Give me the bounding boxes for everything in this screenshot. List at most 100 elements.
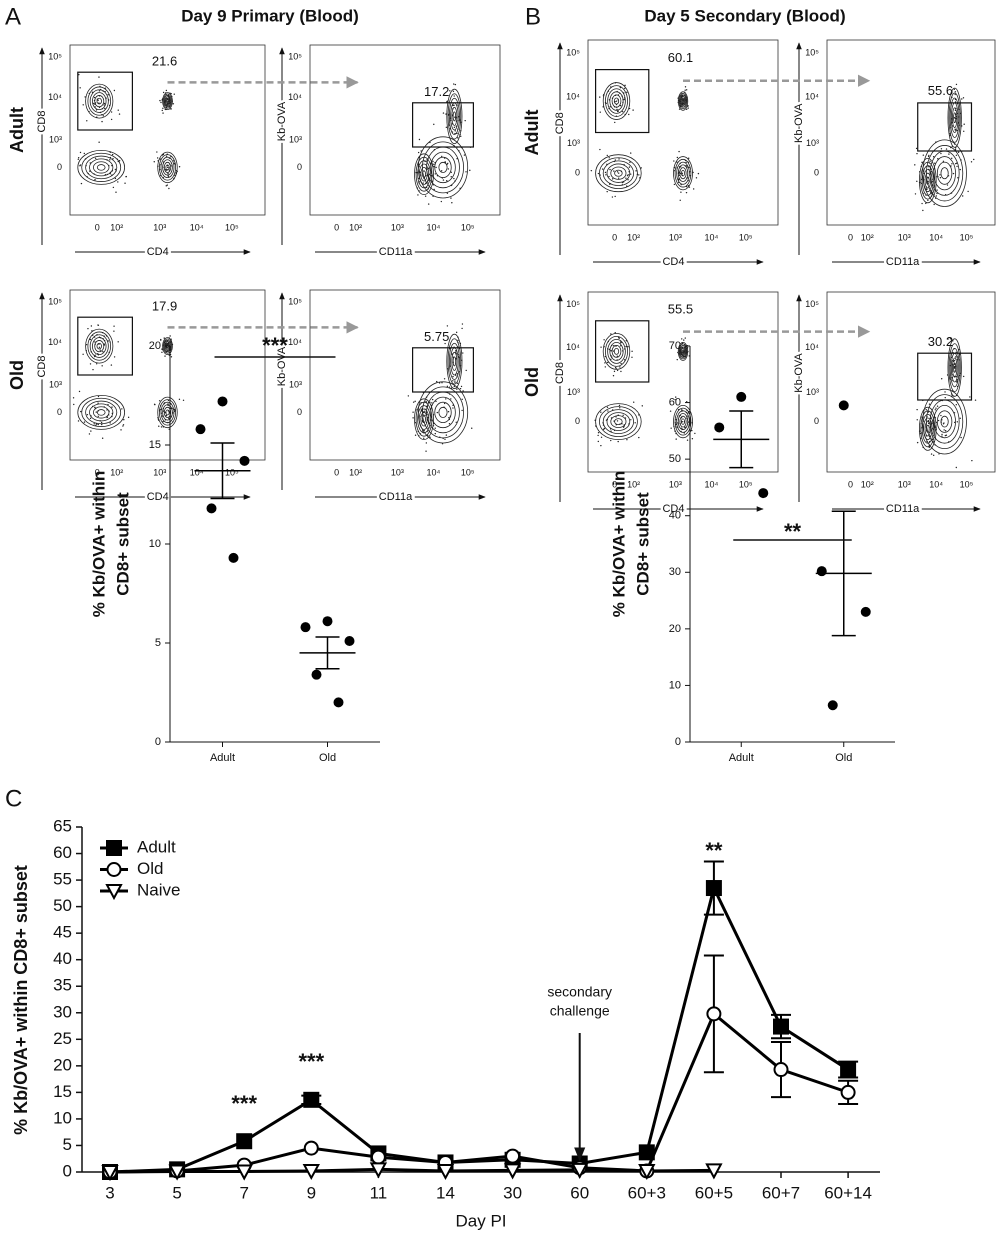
contour — [680, 346, 686, 357]
marker — [369, 1162, 388, 1179]
flow-plot: 60.1 10⁵ 10⁴ 10³ 0 0 10² 10³ 10⁴ 10⁵ CD8 CD4 — [551, 39, 779, 270]
event-dot — [942, 423, 945, 425]
event-dot — [608, 175, 610, 178]
event-dot — [597, 440, 600, 443]
y-tick-label: 35 — [53, 976, 72, 995]
event-dot — [597, 434, 599, 437]
event-dot — [618, 404, 621, 407]
event-dot — [166, 184, 168, 186]
flow-plot: 17.2 10⁵ 10⁴ 10³ 0 0 10² 10³ 10⁴ 10⁵ Kb-OVA CD11a — [273, 44, 501, 260]
event-dot — [955, 154, 958, 156]
gate-value: 55.6 — [928, 83, 953, 98]
contour — [948, 343, 961, 393]
contour — [164, 96, 171, 106]
y-tick-label: 10³ — [806, 387, 819, 397]
x-tick-label: 0 — [95, 222, 100, 232]
y-tick-label: 5 — [155, 637, 161, 649]
panel-title: Day 5 Secondary (Blood) — [644, 6, 845, 25]
event-dot — [452, 90, 455, 93]
x-axis-label: CD11a — [886, 503, 920, 515]
x-tick-label: 10⁴ — [705, 479, 719, 489]
event-dot — [624, 87, 626, 90]
event-dot — [914, 193, 917, 195]
event-dot — [692, 188, 695, 190]
event-dot — [602, 428, 605, 431]
event-dot — [620, 370, 622, 373]
contour — [920, 410, 936, 448]
x-tick-label: 10⁵ — [960, 479, 974, 489]
event-dot — [165, 155, 168, 157]
event-dot — [425, 400, 427, 403]
event-dot — [951, 157, 953, 160]
contour — [94, 340, 105, 353]
contour — [611, 94, 622, 108]
event-dot — [685, 165, 688, 167]
event-dot — [454, 116, 456, 118]
y-tick-label: 10⁵ — [288, 296, 302, 306]
event-dot — [435, 400, 437, 403]
y-tick-label: 10³ — [567, 138, 580, 148]
event-dot — [425, 450, 427, 452]
event-dot — [94, 354, 96, 356]
flow-plot: 55.5 10⁵ 10⁴ 10³ 0 0 10² 10³ 10⁴ 10⁵ CD8 CD4 — [551, 291, 779, 517]
plot-frame — [69, 289, 266, 461]
gate — [412, 102, 475, 148]
event-dot — [114, 168, 117, 171]
event-dot — [691, 438, 694, 440]
event-dot — [454, 380, 456, 382]
event-dot — [438, 382, 441, 384]
contour — [452, 111, 457, 122]
y-tick-label: 0 — [63, 1161, 72, 1180]
event-dot — [954, 367, 956, 369]
event-dot — [433, 165, 435, 168]
event-dot — [445, 113, 447, 115]
event-dot — [604, 366, 607, 368]
y-tick-label: 0 — [675, 736, 681, 748]
contour — [160, 156, 175, 178]
gate-value: 55.5 — [668, 301, 693, 316]
event-dot — [962, 195, 964, 197]
y-tick-label: 60 — [669, 396, 681, 408]
event-dot — [684, 89, 686, 91]
event-dot — [85, 343, 88, 346]
event-dot — [407, 395, 410, 397]
contour — [451, 351, 458, 371]
contour — [87, 331, 112, 361]
contour — [680, 96, 686, 107]
event-dot — [447, 411, 450, 413]
event-dot — [167, 172, 169, 175]
event-dot — [89, 363, 92, 365]
y-tick-label: 10³ — [289, 380, 302, 390]
contour — [936, 410, 953, 433]
event-dot — [79, 164, 82, 166]
event-dot — [681, 338, 683, 340]
event-dot — [614, 366, 617, 369]
event-dot — [937, 175, 939, 178]
contour — [157, 151, 178, 184]
event-dot — [93, 423, 95, 425]
event-dot — [162, 107, 164, 110]
event-dot — [92, 102, 95, 105]
contour — [438, 161, 448, 173]
contour — [447, 338, 462, 385]
y-axis-label: CD8 — [36, 355, 48, 377]
marker — [705, 880, 722, 897]
gate — [917, 352, 973, 401]
marker — [773, 1062, 789, 1078]
event-dot — [625, 177, 627, 179]
contour — [606, 412, 631, 432]
plot-frame — [69, 44, 266, 216]
x-tick-label: 10² — [861, 232, 874, 242]
event-dot — [77, 156, 80, 159]
event-dot — [631, 356, 633, 359]
contour — [165, 97, 170, 105]
event-dot — [629, 173, 632, 175]
contour — [602, 332, 631, 370]
contour — [921, 413, 934, 444]
contour — [925, 176, 930, 185]
plot-frame — [309, 289, 501, 461]
event-dot — [974, 399, 977, 401]
event-dot — [414, 434, 417, 436]
event-dot — [932, 156, 935, 158]
marker — [303, 1140, 319, 1156]
